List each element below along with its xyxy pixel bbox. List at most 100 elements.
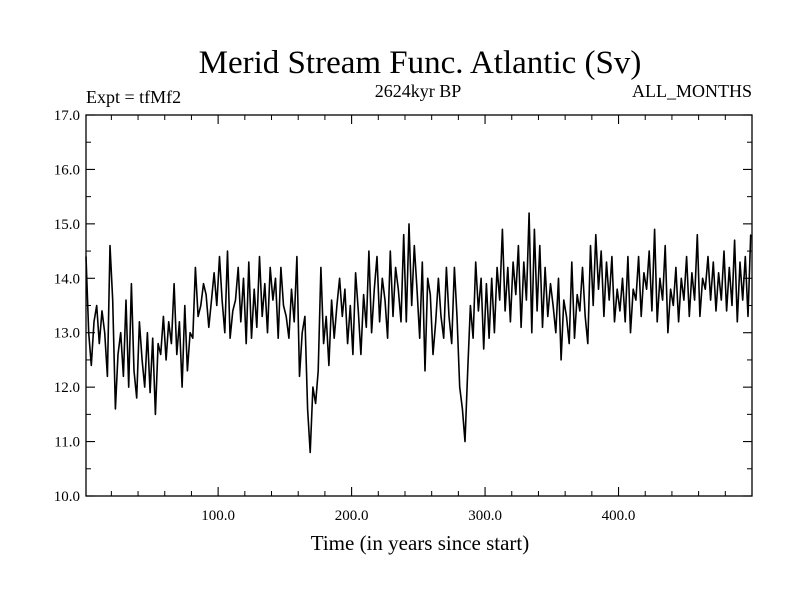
data-point — [512, 261, 514, 263]
data-point — [163, 316, 164, 317]
data-point — [619, 310, 621, 312]
data-point — [558, 277, 559, 279]
data-point — [494, 332, 495, 334]
y-tick-label: 11.0 — [54, 435, 80, 451]
data-point — [536, 310, 538, 312]
data-point — [531, 332, 533, 334]
data-point — [88, 332, 90, 334]
data-point — [381, 277, 383, 279]
data-point — [325, 316, 327, 317]
data-point — [197, 316, 199, 317]
data-point — [448, 316, 450, 317]
data-point — [443, 337, 445, 339]
data-point — [507, 267, 509, 268]
data-point — [523, 261, 525, 263]
data-point — [651, 310, 653, 312]
data-point — [718, 272, 719, 274]
data-point — [600, 250, 602, 252]
data-point — [235, 299, 236, 301]
data-point — [520, 326, 522, 328]
data-point — [304, 316, 306, 317]
data-point — [176, 354, 178, 355]
data-point — [216, 305, 218, 306]
data-point — [742, 299, 744, 301]
data-point — [296, 256, 298, 257]
data-point — [253, 288, 255, 290]
data-point — [710, 299, 711, 301]
data-point — [213, 272, 215, 274]
y-tick-label: 17.0 — [54, 108, 80, 124]
data-point — [309, 452, 311, 453]
data-point — [291, 288, 292, 290]
data-point — [456, 316, 458, 317]
data-point — [627, 256, 629, 257]
data-point — [510, 321, 511, 323]
data-point — [347, 343, 348, 344]
data-point — [205, 294, 207, 295]
data-point — [384, 299, 386, 301]
data-point — [168, 321, 170, 323]
data-point — [648, 250, 650, 252]
data-point — [464, 441, 466, 442]
data-point — [542, 326, 543, 328]
data-point — [603, 316, 605, 317]
data-point — [139, 321, 140, 323]
data-point — [624, 321, 626, 323]
data-point — [413, 245, 415, 247]
data-point — [323, 343, 324, 344]
data-point — [411, 305, 413, 306]
plot-area: 10.0 11.0 12.0 13.0 14.0 15.0 16.0 17.0 100.0 200… — [54, 108, 753, 524]
data-point — [387, 337, 388, 339]
y-tick-label: 13.0 — [54, 326, 80, 342]
data-point — [133, 370, 135, 372]
series-layer — [85, 212, 752, 454]
data-point — [606, 261, 607, 263]
data-point — [483, 348, 485, 350]
series-line — [85, 212, 752, 454]
data-point — [98, 343, 100, 344]
data-point — [389, 250, 391, 252]
data-point — [638, 256, 639, 257]
data-point — [568, 343, 570, 344]
data-point — [595, 234, 597, 236]
data-point — [731, 305, 733, 306]
y-tick-label: 10.0 — [54, 489, 80, 505]
data-point — [109, 245, 111, 247]
data-point — [208, 326, 210, 328]
data-point — [160, 354, 162, 355]
data-point — [256, 326, 258, 328]
data-point — [608, 299, 610, 301]
data-point — [117, 354, 119, 355]
data-point — [424, 370, 426, 372]
data-point — [656, 321, 658, 323]
data-point — [317, 370, 319, 372]
data-point — [555, 332, 557, 334]
data-point — [563, 299, 565, 301]
data-point — [224, 332, 226, 334]
data-point — [344, 288, 346, 290]
data-point — [333, 337, 335, 339]
data-point — [96, 305, 98, 306]
data-point — [467, 370, 469, 372]
data-point — [101, 310, 103, 312]
data-point — [611, 256, 613, 257]
data-point — [699, 316, 701, 317]
data-point — [184, 305, 186, 306]
data-point — [646, 288, 647, 290]
data-point — [131, 283, 132, 285]
data-point — [173, 283, 175, 285]
data-point — [352, 354, 354, 355]
data-point — [419, 337, 421, 339]
data-point — [614, 321, 615, 323]
data-point — [157, 343, 159, 344]
data-point — [280, 267, 282, 268]
data-point — [459, 386, 461, 388]
data-point — [478, 310, 479, 312]
data-point — [587, 343, 589, 344]
data-point — [454, 267, 455, 268]
data-point — [462, 408, 463, 410]
data-point — [488, 337, 490, 339]
data-point — [726, 310, 727, 312]
data-point — [301, 332, 303, 334]
data-point — [251, 337, 252, 339]
